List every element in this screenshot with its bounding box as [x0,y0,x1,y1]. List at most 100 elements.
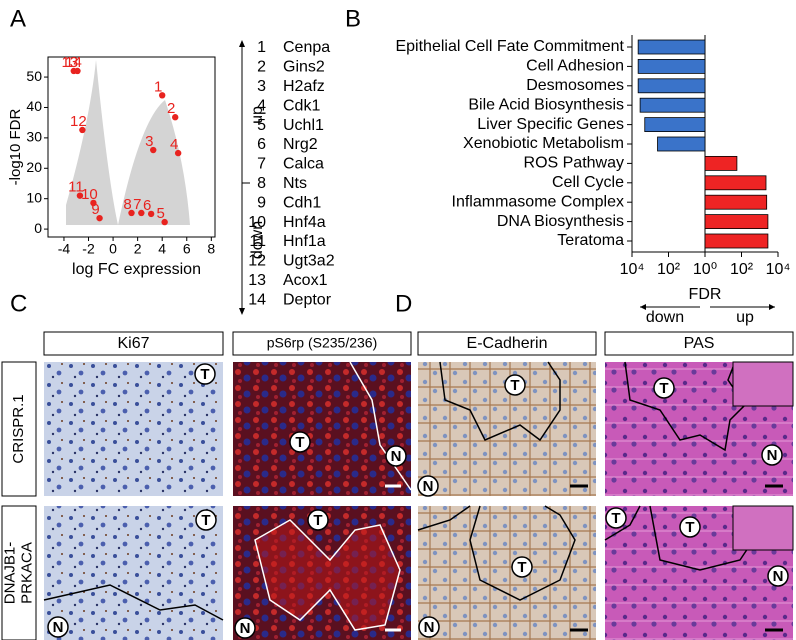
panel-letter: B [345,5,361,32]
x-tick-label: 10⁴ [620,261,645,278]
category-label: Inflammasome Complex [452,193,625,210]
bar [637,39,706,55]
point-label: 12 [70,113,87,130]
point-label: 4 [170,136,178,153]
gene-name: Gins2 [283,59,325,76]
data-point [150,146,157,154]
bar [637,78,706,94]
gene-name: Calca [283,156,324,173]
gene-name: Hnf4a [283,214,326,231]
gene-name: Hnf1a [283,233,326,250]
x-tick-label: 6 [183,241,191,257]
marker-circle [47,616,69,638]
point-label: 8 [123,196,131,213]
gene-name: H2afz [283,78,325,95]
data-point [90,199,97,207]
gene-number: 2 [257,59,266,76]
gene-name: Uchl1 [283,117,324,134]
marker-label: T [295,434,304,451]
column-header-box [604,331,794,356]
marker-label: T [201,512,210,529]
column-header-box [43,331,224,356]
panel-letter: D [395,290,412,317]
marker-circle [511,556,533,578]
x-tick-label: 0 [109,241,117,257]
gene-number: 10 [248,214,266,231]
y-tick-label: 10 [26,189,42,205]
point-label: 13 [61,54,78,71]
bar [639,97,706,113]
panel-letter: C [10,290,27,317]
arrowhead [640,304,646,310]
row-label-box [1,505,37,640]
micrograph-ki67-2 [44,506,223,640]
data-point [147,210,155,218]
marker-circle [418,616,440,638]
data-point [138,209,145,217]
x-tick-label: 10² [657,261,681,278]
category-label: Bile Acid Biosynthesis [468,96,624,113]
marker-label: N [424,619,435,636]
marker-circle [417,475,439,497]
micrograph-ecad-2 [418,506,596,640]
y-tick-label: 20 [26,159,42,175]
column-header: PAS [684,335,715,352]
gene-number: 11 [249,233,266,250]
direction-label: up [736,309,754,326]
x-tick-label: 2 [134,241,142,257]
x-tick-label: 4 [158,241,166,257]
row-label: CRISPR.1 [10,394,27,463]
category-label: Cell Cycle [552,174,624,191]
gene-number: 4 [257,97,266,114]
marker-circle [504,374,526,396]
category-label: Epithelial Cell Fate Commitment [395,38,624,55]
gene-name: Cdh1 [283,194,321,211]
y-tick-label: 50 [26,68,42,84]
marker-label: T [510,377,519,394]
marker-circle [679,516,701,538]
data-point [79,126,86,134]
marker-label: N [767,447,778,464]
data-point [174,149,182,157]
gene-number: 5 [257,117,266,134]
marker-circle [234,617,256,639]
marker-circle [761,444,783,466]
point-label: 14 [65,54,82,71]
data-point [74,67,81,75]
point-label: 1 [154,78,162,95]
y-tick-label: 30 [26,129,42,145]
point-label: 5 [156,205,164,222]
x-tick-label: 10⁴ [766,261,791,278]
bar [704,194,768,210]
marker-circle [195,509,217,531]
gene-number: 7 [257,156,266,173]
column-header: pS6rp (S235/236) [267,335,378,351]
point-cloud-shading [66,60,190,225]
x-axis-label: log FC expression [72,261,201,278]
group-label: down [249,221,266,259]
x-axis-label: FDR [689,286,722,303]
group-label: up [249,106,266,124]
marker-label: T [659,380,668,397]
bar [644,117,706,132]
marker-label: T [313,512,322,529]
gene-number: 14 [248,291,266,308]
bar [637,59,706,74]
marker-label: T [611,510,620,527]
row-label: PRKACA [18,542,35,604]
x-tick-label: -2 [82,241,95,257]
category-label: Cell Adhesion [526,58,624,75]
boundary [417,505,576,601]
column-header-box [417,331,597,356]
boundary [349,361,412,491]
inset [732,361,794,407]
marker-circle [289,431,311,453]
category-label: ROS Pathway [524,155,624,172]
data-point [158,92,166,99]
gene-name: Cdk1 [283,97,320,114]
y-tick-label: 0 [34,220,42,236]
category-label: Teratoma [557,232,624,249]
gene-name: Ugt3a2 [283,253,335,270]
marker-label: N [240,620,251,637]
